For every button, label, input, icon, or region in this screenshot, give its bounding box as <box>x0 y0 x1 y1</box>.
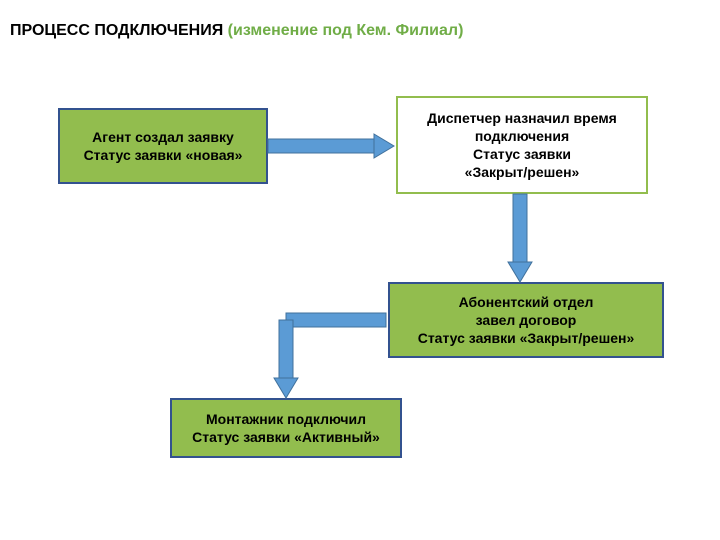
node-installer-connected: Монтажник подключил Статус заявки «Актив… <box>170 398 402 458</box>
page-title: ПРОЦЕСС ПОДКЛЮЧЕНИЯ (изменение под Кем. … <box>10 22 463 40</box>
title-part2: (изменение под Кем. Филиал) <box>228 22 464 39</box>
arrows-layer <box>0 0 720 540</box>
title-part1: ПРОЦЕСС ПОДКЛЮЧЕНИЯ <box>10 22 228 39</box>
node-dispatcher-assigned: Диспетчер назначил время подключения Ста… <box>396 96 648 194</box>
node-subscriber-dept: Абонентский отдел завел договор Статус з… <box>388 282 664 358</box>
node-agent-created: Агент создал заявку Статус заявки «новая… <box>58 108 268 184</box>
